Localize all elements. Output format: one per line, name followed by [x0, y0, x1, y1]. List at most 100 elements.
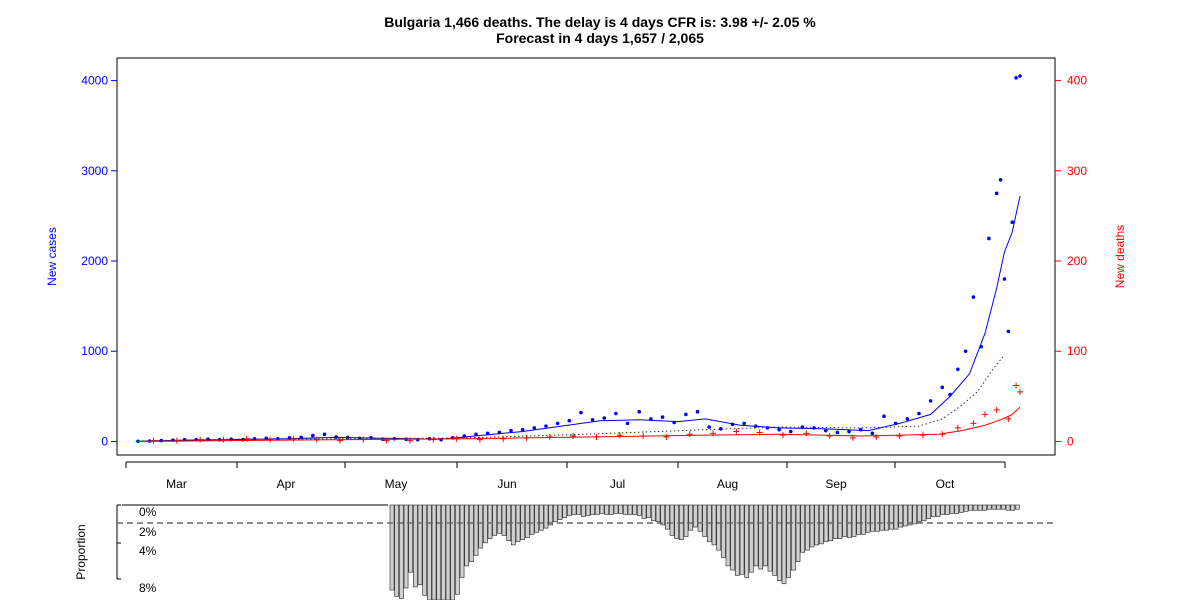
x-tick-label: Jun	[497, 477, 516, 491]
proportion-bar	[553, 504, 558, 523]
proportion-bar	[767, 504, 773, 572]
proportion-bar	[777, 504, 782, 581]
proportion-bar	[744, 504, 750, 578]
death-point	[267, 436, 274, 443]
proportion-bar	[739, 504, 745, 575]
proportion-bar	[637, 504, 642, 516]
proportion-bar	[697, 504, 703, 532]
chart-title: Bulgaria 1,466 deaths. The delay is 4 da…	[384, 14, 816, 30]
proportion-bar	[977, 504, 983, 511]
proportion-bar	[814, 504, 820, 546]
proportion-bar	[721, 504, 726, 558]
proportion-bar	[595, 504, 600, 515]
proportion-bar	[837, 504, 843, 539]
proportion-bar	[529, 504, 535, 535]
proportion-bar	[585, 504, 591, 516]
proportion-bar	[651, 504, 656, 522]
case-point	[625, 421, 630, 426]
proportion-bar	[954, 504, 960, 514]
death-point	[779, 432, 786, 439]
proportion-bar	[539, 504, 544, 531]
proportion-bar	[469, 504, 474, 563]
proportion-bar	[847, 504, 852, 538]
proportion-bar	[753, 504, 759, 567]
case-point	[870, 431, 875, 436]
case-point	[1014, 76, 1018, 80]
proportion-bar	[511, 504, 516, 546]
proportion-bar	[478, 504, 484, 549]
proportion-bar	[441, 504, 446, 600]
case-point	[788, 429, 793, 434]
proportion-bar	[394, 504, 400, 597]
proportion-bar	[1001, 504, 1006, 510]
case-point	[567, 418, 572, 423]
case-point	[928, 399, 933, 403]
proportion-bar	[399, 504, 404, 599]
proportion-bar	[413, 504, 418, 588]
proportion-bar	[819, 504, 824, 545]
case-point	[660, 415, 665, 419]
proportion-bar	[599, 504, 605, 514]
death-point	[826, 433, 833, 440]
proportion-bar	[921, 504, 927, 522]
proportion-bar	[884, 504, 890, 531]
proportion-bar	[968, 504, 974, 511]
proportion-bar	[403, 504, 409, 589]
proportion-bar	[581, 504, 586, 517]
case-point	[474, 432, 478, 437]
proportion-bar	[1010, 504, 1016, 511]
proportion-bar	[833, 504, 838, 539]
proportion-bar	[926, 504, 932, 519]
case-point	[858, 427, 863, 432]
proportion-bar	[431, 504, 437, 600]
proportion-bar	[655, 504, 661, 523]
proportion-bar	[795, 504, 801, 563]
case-point	[311, 433, 315, 438]
proportion-bar	[940, 504, 946, 515]
proportion-bar	[646, 504, 652, 518]
proportion-bar	[781, 504, 787, 585]
case-point	[695, 409, 700, 414]
case-point	[590, 418, 595, 422]
case-point	[649, 417, 653, 421]
proportion-bar	[735, 504, 740, 576]
proportion-bar	[987, 504, 992, 510]
proportion-bar	[1005, 504, 1011, 511]
proportion-bar	[557, 504, 563, 520]
proportion-bar	[861, 504, 866, 535]
proportion-bar	[436, 504, 442, 600]
case-point	[637, 409, 642, 414]
proportion-bar	[576, 504, 582, 515]
x-tick-label: Aug	[717, 477, 738, 491]
proportion-bar	[865, 504, 871, 533]
death-point	[546, 433, 553, 440]
y-left-tick-label: 2000	[81, 254, 108, 268]
proportion-bar	[693, 504, 698, 528]
y-right-tick-label: 100	[1067, 344, 1087, 358]
proportion-bar	[473, 504, 479, 556]
proportion-bar	[711, 504, 717, 546]
case-point	[322, 432, 327, 437]
proportion-bar	[973, 504, 978, 511]
proportion-bar	[935, 504, 941, 517]
proportion-bar	[548, 504, 554, 526]
deaths-trend-line	[137, 406, 1021, 442]
proportion-bar	[945, 504, 950, 515]
case-point	[917, 411, 921, 416]
death-point	[982, 411, 989, 418]
proportion-bar	[749, 504, 754, 573]
death-point	[406, 437, 413, 444]
proportion-bar	[674, 504, 680, 539]
proportion-axis-label: Proportion	[74, 524, 88, 579]
case-point	[998, 178, 1003, 182]
death-point	[383, 437, 390, 444]
x-tick-label: Jul	[610, 477, 625, 491]
proportion-bar	[604, 504, 610, 515]
proportion-bar	[613, 504, 619, 514]
proportion-bar	[800, 504, 806, 553]
proportion-bar	[907, 504, 913, 526]
proportion-bar	[786, 504, 792, 578]
proportion-bar	[856, 504, 862, 535]
case-point	[707, 425, 711, 429]
